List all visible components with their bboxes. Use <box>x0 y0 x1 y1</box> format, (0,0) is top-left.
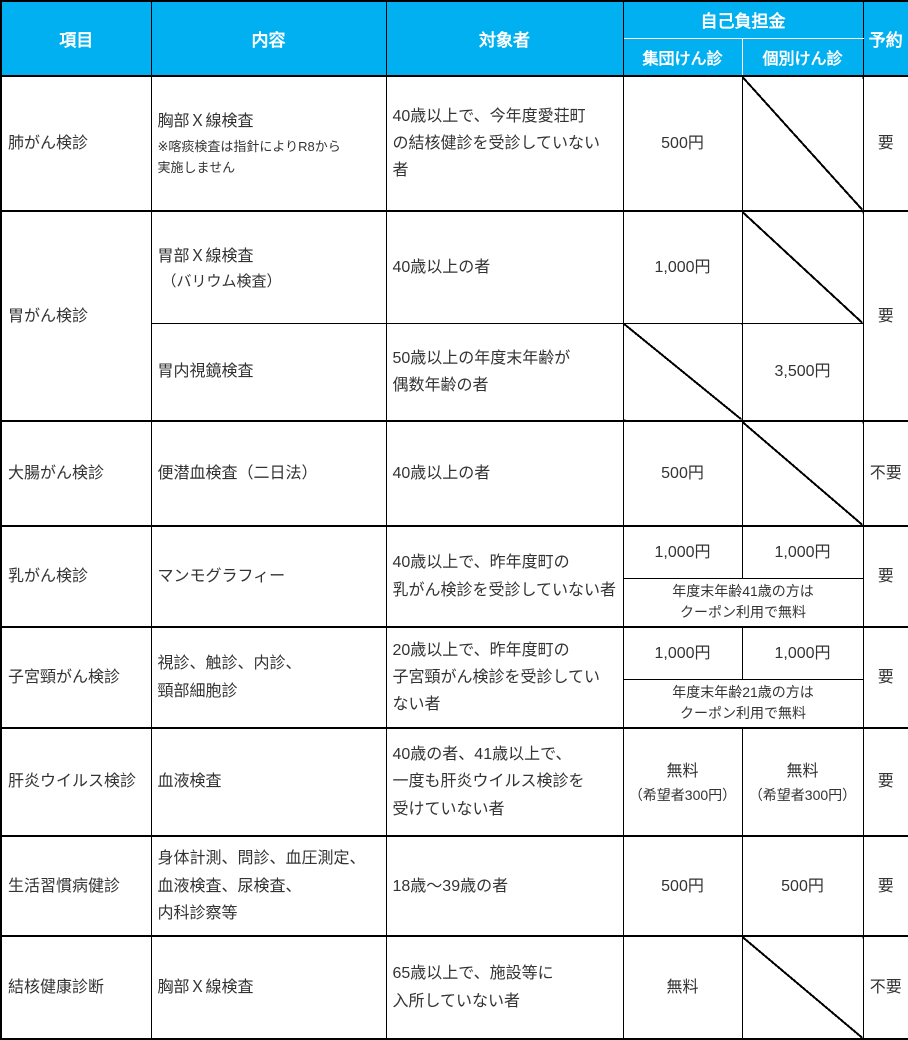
row-lung-cancer: 肺がん検診 胸部Ｘ線検査 ※喀痰検査は指針によりR8から 実施しません 40歳以… <box>0 74 908 212</box>
lung-group-fee-cell: 500円 <box>622 74 743 212</box>
cervical-item-cell: 子宮頸がん検診 <box>0 626 152 729</box>
lung-target-cell: 40歳以上で、今年度愛荘町 の結核健診を受診していない 者 <box>385 74 624 212</box>
breast-item-cell: 乳がん検診 <box>0 525 152 628</box>
lifestyle-target-cell: 18歳～39歳の者 <box>385 835 624 937</box>
col-header-reservation: 予約 <box>862 0 908 77</box>
stomach-xray-individual-na-cell <box>741 210 864 324</box>
stomach-xray-group-fee-cell: 1,000円 <box>622 210 743 324</box>
stomach-reservation-cell: 要 <box>862 210 908 422</box>
row-hepatitis-virus: 肝炎ウイルス検診 血液検査 40歳の者、41歳以上で、 一度も肝炎ウイルス検診を… <box>0 726 908 837</box>
colorectal-target-cell: 40歳以上の者 <box>385 420 624 527</box>
lifestyle-reservation-cell: 要 <box>862 835 908 937</box>
breast-group-fee-cell: 1,000円 <box>622 525 743 579</box>
hepatitis-target-cell: 40歳の者、41歳以上で、 一度も肝炎ウイルス検診を 受けていない者 <box>385 726 624 837</box>
tb-item-cell: 結核健康診断 <box>0 935 152 1040</box>
stomach-xray-content: 胃部Ｘ線検査 <box>157 248 254 266</box>
tb-target-cell: 65歳以上で、施設等に 入所していない者 <box>385 935 624 1040</box>
row-lifestyle-disease: 生活習慣病健診 身体計測、問診、血圧測定、 血液検査、尿検査、 内科診察等 18… <box>0 835 908 937</box>
cervical-content-cell: 視診、触診、内診、 頸部細胞診 <box>150 626 387 729</box>
breast-coupon-note-cell: 年度末年齢41歳の方は クーポン利用で無料 <box>622 577 864 628</box>
row-stomach-endoscope: 胃内視鏡検査 50歳以上の年度末年齢が 偶数年齢の者 3,500円 <box>1 322 908 422</box>
hepatitis-individual-fee-note: （希望者300円） <box>748 787 857 804</box>
hepatitis-group-fee-cell: 無料 （希望者300円） <box>622 726 743 837</box>
colorectal-individual-na-cell <box>741 420 864 527</box>
stomach-endoscope-target-cell: 50歳以上の年度末年齢が 偶数年齢の者 <box>385 322 624 422</box>
cervical-coupon-note-cell: 年度末年齢21歳の方は クーポン利用で無料 <box>622 678 864 729</box>
cervical-reservation-cell: 要 <box>862 626 908 729</box>
hepatitis-individual-fee: 無料 <box>786 763 819 781</box>
cervical-group-fee-cell: 1,000円 <box>622 626 743 680</box>
cervical-target-cell: 20歳以上で、昨年度町の 子宮頸がん検診を受診してい ない者 <box>385 626 624 729</box>
stomach-endoscope-group-na-cell <box>622 322 743 422</box>
lung-individual-na-cell <box>741 74 864 212</box>
lung-content-cell: 胸部Ｘ線検査 ※喀痰検査は指針によりR8から 実施しません <box>150 74 387 212</box>
stomach-item-cell: 胃がん検診 <box>0 210 152 422</box>
breast-individual-fee-cell: 1,000円 <box>741 525 864 579</box>
breast-content-cell: マンモグラフィー <box>150 525 387 628</box>
stomach-xray-content-sub: （バリウム検査） <box>161 272 282 290</box>
hepatitis-group-fee: 無料 <box>666 763 699 781</box>
col-header-group-checkup: 集団けん診 <box>622 37 743 77</box>
row-breast-cancer: 乳がん検診 マンモグラフィー 40歳以上で、昨年度町の 乳がん検診を受診していな… <box>0 525 908 628</box>
col-header-content: 内容 <box>150 0 387 77</box>
lung-content: 胸部Ｘ線検査 <box>157 113 254 131</box>
colorectal-content-cell: 便潜血検査（二日法） <box>150 420 387 527</box>
row-cervical-cancer: 子宮頸がん検診 視診、触診、内診、 頸部細胞診 20歳以上で、昨年度町の 子宮頸… <box>0 626 908 729</box>
table-body: 肺がん検診 胸部Ｘ線検査 ※喀痰検査は指針によりR8から 実施しません 40歳以… <box>0 74 908 1040</box>
row-stomach-xray: 胃がん検診 胃部Ｘ線検査 （バリウム検査） 40歳以上の者 1,000円 要 <box>0 210 908 422</box>
cervical-individual-fee-cell: 1,000円 <box>741 626 864 680</box>
col-header-individual-checkup: 個別けん診 <box>741 37 864 77</box>
lung-content-note: ※喀痰検査は指針によりR8から 実施しません <box>157 139 341 176</box>
hepatitis-content-cell: 血液検査 <box>150 726 387 837</box>
lifestyle-individual-fee-cell: 500円 <box>741 835 864 937</box>
hepatitis-reservation-cell: 要 <box>862 726 908 837</box>
stomach-endoscope-individual-fee-cell: 3,500円 <box>741 322 864 422</box>
hepatitis-group-fee-note: （希望者300円） <box>628 787 737 804</box>
header-row-1: 項目 内容 対象者 自己負担金 予約 <box>0 0 908 77</box>
lifestyle-group-fee-cell: 500円 <box>622 835 743 937</box>
row-tuberculosis: 結核健康診断 胸部Ｘ線検査 65歳以上で、施設等に 入所していない者 無料 不要 <box>0 935 908 1040</box>
colorectal-item-cell: 大腸がん検診 <box>0 420 152 527</box>
colorectal-group-fee-cell: 500円 <box>622 420 743 527</box>
stomach-xray-target-cell: 40歳以上の者 <box>385 210 624 324</box>
row-cervical-coupon-note: 年度末年齢21歳の方は クーポン利用で無料 <box>1 678 908 729</box>
stomach-endoscope-content-cell: 胃内視鏡検査 <box>150 322 387 422</box>
breast-target-cell: 40歳以上で、昨年度町の 乳がん検診を受診していない者 <box>385 525 624 628</box>
table-header: 項目 内容 対象者 自己負担金 予約 集団けん診 個別けん診 <box>0 0 908 77</box>
lifestyle-content-cell: 身体計測、問診、血圧測定、 血液検査、尿検査、 内科診察等 <box>150 835 387 937</box>
tb-content-cell: 胸部Ｘ線検査 <box>150 935 387 1040</box>
col-header-copay: 自己負担金 <box>622 0 864 39</box>
lung-item-cell: 肺がん検診 <box>0 74 152 212</box>
hepatitis-individual-fee-cell: 無料 （希望者300円） <box>741 726 864 837</box>
col-header-target: 対象者 <box>385 0 624 77</box>
breast-reservation-cell: 要 <box>862 525 908 628</box>
lifestyle-item-cell: 生活習慣病健診 <box>0 835 152 937</box>
tb-individual-na-cell <box>741 935 864 1040</box>
tb-reservation-cell: 不要 <box>862 935 908 1040</box>
hepatitis-item-cell: 肝炎ウイルス検診 <box>0 726 152 837</box>
tb-group-fee-cell: 無料 <box>622 935 743 1040</box>
colorectal-reservation-cell: 不要 <box>862 420 908 527</box>
col-header-item: 項目 <box>0 0 152 77</box>
header-row-2: 集団けん診 個別けん診 <box>1 37 908 77</box>
stomach-xray-content-cell: 胃部Ｘ線検査 （バリウム検査） <box>150 210 387 324</box>
row-colorectal-cancer: 大腸がん検診 便潜血検査（二日法） 40歳以上の者 500円 不要 <box>0 420 908 527</box>
lung-reservation-cell: 要 <box>862 74 908 212</box>
row-breast-coupon-note: 年度末年齢41歳の方は クーポン利用で無料 <box>1 577 908 628</box>
